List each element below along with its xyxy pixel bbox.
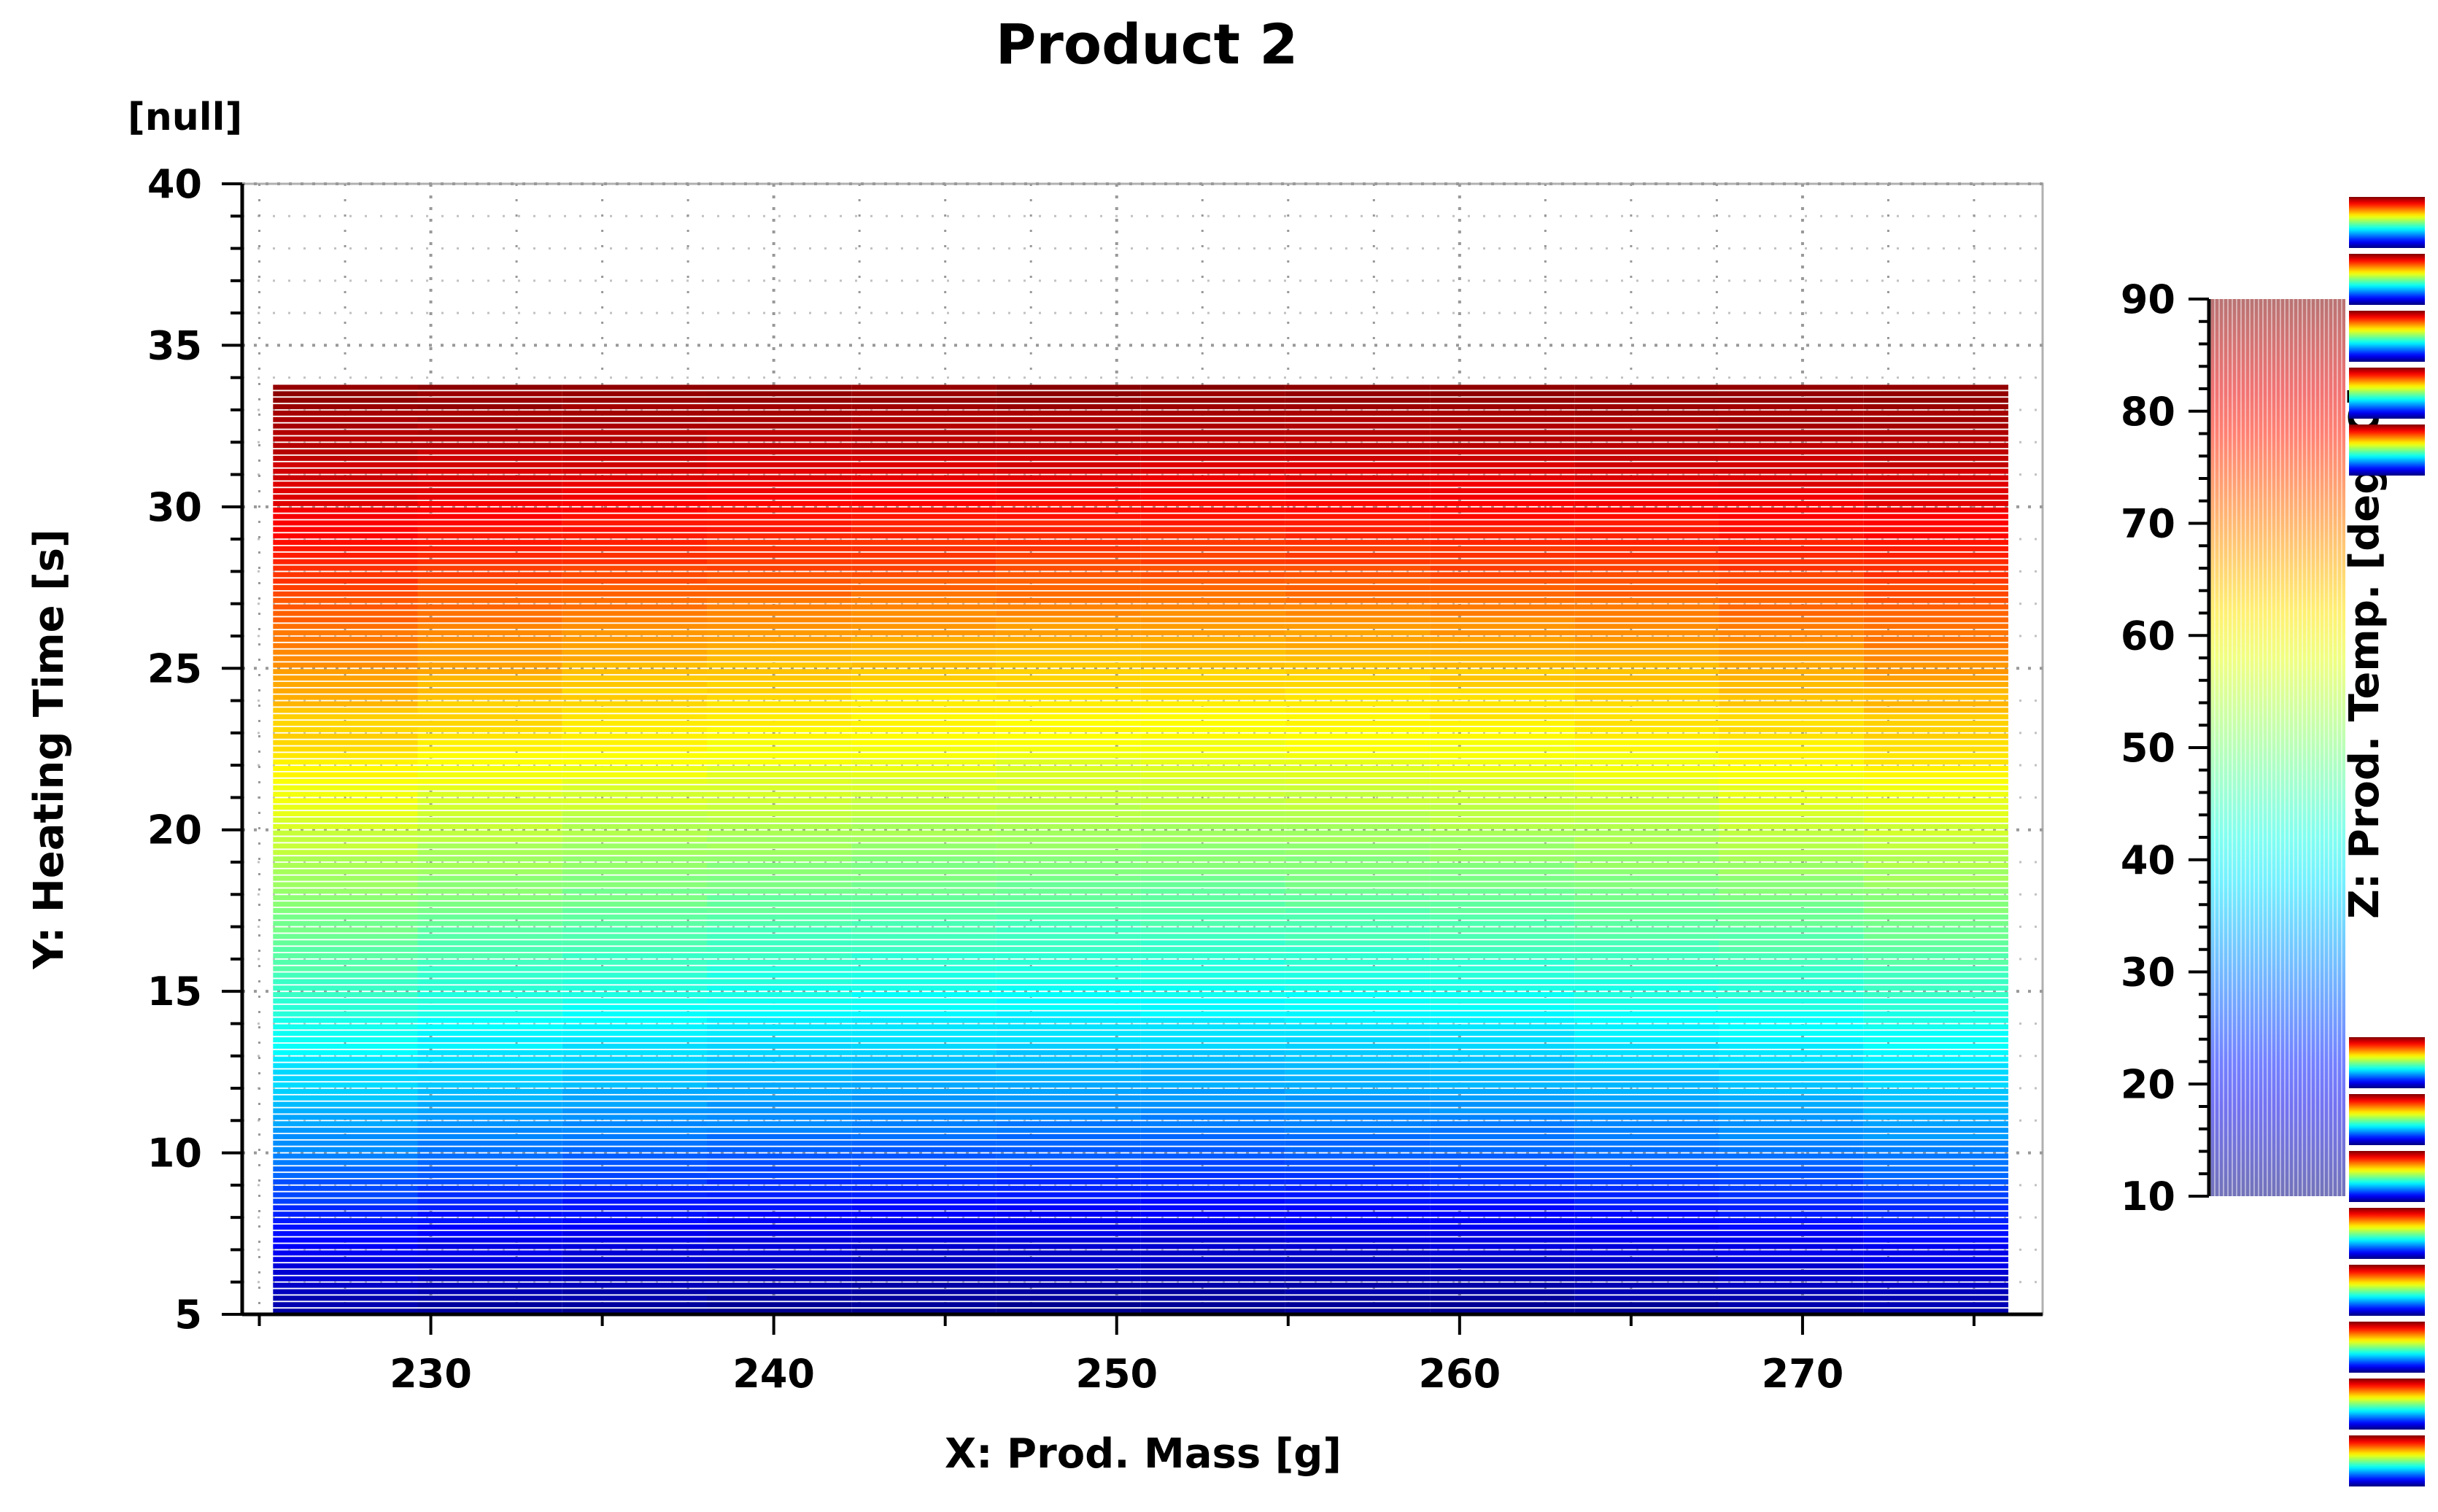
- colorbar-tick-label: 70: [2121, 501, 2175, 547]
- x-axis-label: X: Prod. Mass [g]: [945, 1430, 1342, 1478]
- colorbar-tick-label: 80: [2121, 389, 2175, 435]
- axes: 230 240 250 260 270 5 10 15 20 25 30 35 40: [147, 161, 2043, 1397]
- y-tick-label: 10: [147, 1131, 202, 1176]
- colorbar-tick-label: 60: [2121, 613, 2175, 659]
- y-tick-label: 15: [147, 969, 202, 1015]
- heatmap-layer: [273, 384, 2008, 1314]
- x-tick-label: 240: [732, 1351, 815, 1397]
- colorbar-swatch: [2349, 1151, 2425, 1202]
- x-tick-label: 230: [390, 1351, 472, 1397]
- colorbar-tick-label: 50: [2121, 725, 2175, 771]
- colorbar-swatch: [2349, 1322, 2425, 1373]
- colorbar-swatch: [2349, 1037, 2425, 1088]
- colorbar-tick-label: 30: [2121, 950, 2175, 996]
- y-tick-label: 30: [147, 484, 202, 530]
- colorbar-tick-label: 20: [2121, 1061, 2175, 1107]
- colorbar-swatch: [2349, 311, 2425, 362]
- colorbar-swatch: [2349, 368, 2425, 419]
- x-tick-label: 250: [1075, 1351, 1158, 1397]
- colorbar: 10 20 30 40 50 60 70 80 90: [2121, 276, 2345, 1220]
- colorbar-side-stripes: [2349, 197, 2425, 1486]
- colorbar-tick-label: 10: [2121, 1174, 2175, 1220]
- chart-title: Product 2: [996, 12, 1299, 77]
- y-tick-label: 25: [147, 645, 202, 691]
- y-tick-label: 40: [147, 161, 202, 207]
- colorbar-swatch: [2349, 1208, 2425, 1259]
- colorbar-swatch: [2349, 1094, 2425, 1145]
- y-tick-label: 20: [147, 807, 202, 853]
- colorbar-tick-label: 40: [2121, 837, 2175, 883]
- gridlines: [242, 182, 2043, 1314]
- colorbar-swatch: [2349, 424, 2425, 476]
- colorbar-tick-label: 90: [2121, 276, 2175, 322]
- colorbar-swatch: [2349, 1379, 2425, 1430]
- colorbar-swatch: [2349, 1435, 2425, 1486]
- x-tick-label: 260: [1418, 1351, 1501, 1397]
- y-unit-label: [null]: [128, 96, 242, 139]
- y-axis-label: Y: Heating Time [s]: [26, 529, 73, 969]
- x-tick-label: 270: [1762, 1351, 1844, 1397]
- y-tick-label: 35: [147, 322, 202, 368]
- y-tick-label: 5: [174, 1292, 202, 1338]
- colorbar-swatch: [2349, 254, 2425, 305]
- colorbar-swatch: [2349, 1265, 2425, 1316]
- colorbar-swatch: [2349, 197, 2425, 248]
- colorbar-gradient: [2210, 299, 2345, 1196]
